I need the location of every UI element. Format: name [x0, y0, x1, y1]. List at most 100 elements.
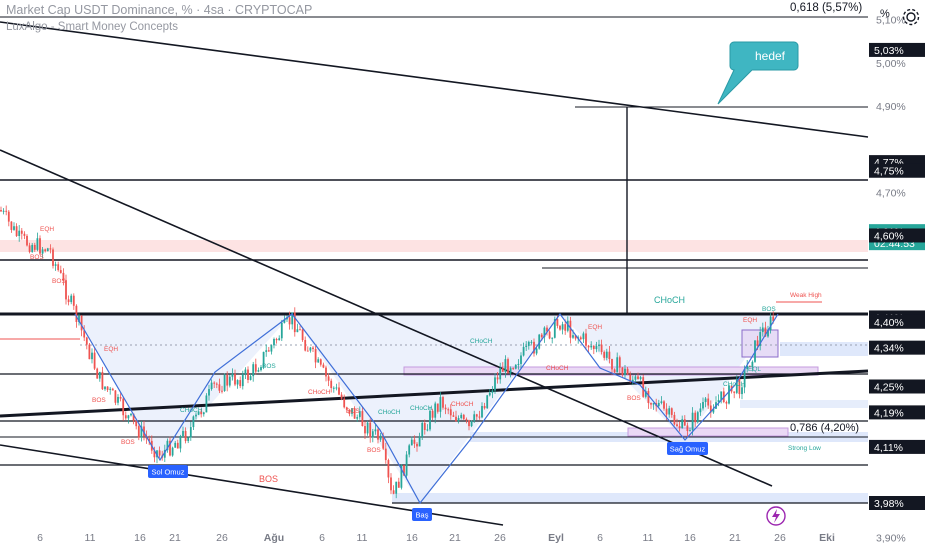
candle-body — [481, 406, 483, 418]
candle-body — [470, 420, 473, 427]
candle-body — [335, 387, 338, 389]
symbol-title[interactable]: Market Cap USDT Dominance, % · 4sa · CRY… — [6, 3, 313, 17]
candle-body — [592, 345, 595, 350]
candle-body — [257, 370, 260, 372]
hs-pattern-fill-head — [292, 314, 560, 503]
candle-body — [148, 438, 151, 441]
candle-body — [564, 324, 567, 331]
candle-body — [101, 371, 104, 390]
time-axis[interactable]: 6 11 16 21 26 Ağu 6 11 16 21 26 Eyl 6 11 16 21 26 Eki — [37, 532, 835, 544]
x-tick-label: 6 — [319, 532, 325, 544]
candle-body — [767, 330, 769, 337]
candle-body — [0, 210, 2, 212]
candle-body — [244, 369, 247, 375]
price-label: 4,34% — [874, 343, 904, 355]
smc-choch: CHoCH — [410, 405, 433, 412]
candle-body — [390, 477, 392, 491]
ob-zone-purple-2 — [627, 427, 789, 437]
candle-body — [260, 367, 262, 371]
candle-body — [200, 411, 203, 415]
candle-body — [41, 249, 44, 254]
candle-body — [158, 450, 161, 456]
candle-body — [572, 335, 574, 338]
price-label-bg — [869, 340, 925, 355]
trendline-descending — [0, 149, 773, 487]
candle-body — [104, 386, 106, 390]
candle-body — [634, 376, 637, 380]
currency-label[interactable]: % — [880, 8, 890, 20]
indicator-name[interactable]: LuxAlgo - Smart Money Concepts — [6, 21, 178, 33]
candle-body — [218, 384, 221, 391]
candle-body — [455, 416, 457, 422]
candle-body — [10, 221, 13, 230]
candle-body — [603, 351, 606, 358]
price-label-bg — [869, 163, 925, 178]
pattern-label-bg — [412, 508, 432, 521]
candle-body — [650, 403, 652, 405]
candle-body — [738, 379, 741, 395]
zigzag-structure — [74, 312, 779, 505]
x-tick-label: 11 — [643, 532, 654, 544]
candle-body — [205, 395, 208, 413]
candle-body — [343, 398, 346, 408]
candle-body — [408, 445, 411, 455]
candle-body — [312, 347, 314, 350]
candle-body — [522, 346, 525, 356]
smc-choch: CHoCH — [470, 338, 493, 345]
candle-body — [288, 317, 291, 325]
price-label: 4,60% — [874, 230, 904, 242]
trendline-top — [0, 21, 869, 138]
x-tick-label: Ağu — [264, 532, 284, 544]
candle-body — [403, 465, 405, 476]
candle-body — [358, 411, 361, 418]
candle-body — [759, 332, 762, 346]
y-tick-label: 5,10% — [876, 15, 906, 27]
candle-body — [772, 316, 775, 321]
candle-body — [124, 415, 127, 419]
candle-body — [234, 373, 236, 385]
price-axis[interactable]: 5,50%5,40%5,30%5,20%5,10%5,00%4,90%4,70%… — [876, 0, 906, 545]
price-label: 4,40% — [874, 317, 904, 329]
candle-body — [639, 377, 642, 379]
candle-body — [616, 357, 619, 373]
smc-eqh: EQH — [40, 226, 54, 233]
candle-body — [676, 424, 678, 427]
candle-body — [514, 364, 517, 369]
lightning-icon[interactable] — [766, 506, 786, 526]
candle-body — [579, 337, 582, 340]
candle-body — [527, 341, 530, 346]
candle-body — [119, 396, 122, 399]
candle-body — [132, 413, 135, 421]
smc-choch: CHoCH — [180, 407, 203, 414]
candle-body — [707, 398, 710, 406]
candle-body — [236, 380, 239, 385]
candle-body — [228, 376, 231, 386]
candle-body — [507, 359, 509, 374]
candle-body — [530, 341, 533, 343]
candle-body — [673, 414, 676, 425]
smc-bos: BOS — [52, 278, 66, 285]
candle-body — [462, 414, 465, 420]
candle-body — [322, 364, 325, 368]
candle-body — [535, 348, 538, 354]
candle-body — [681, 419, 684, 428]
candle-body — [431, 410, 434, 418]
candle-body — [319, 359, 322, 365]
candle-body — [59, 270, 62, 273]
candle-body — [566, 320, 569, 331]
candle-body — [70, 295, 73, 303]
smc-weak-high: Weak High — [790, 292, 822, 299]
candle-body — [13, 226, 15, 230]
x-tick-label: 6 — [597, 532, 603, 544]
candle-body — [499, 368, 502, 380]
candle-body — [197, 411, 200, 415]
x-tick-label: 26 — [774, 532, 786, 544]
candle-body — [275, 338, 278, 341]
hedef-callout[interactable]: hedef — [717, 41, 799, 105]
candle-body — [465, 419, 468, 421]
price-label-bg — [869, 42, 925, 57]
candle-body — [314, 349, 317, 363]
gear-icon[interactable] — [900, 6, 922, 28]
smc-choch: CHoCH — [723, 381, 746, 388]
